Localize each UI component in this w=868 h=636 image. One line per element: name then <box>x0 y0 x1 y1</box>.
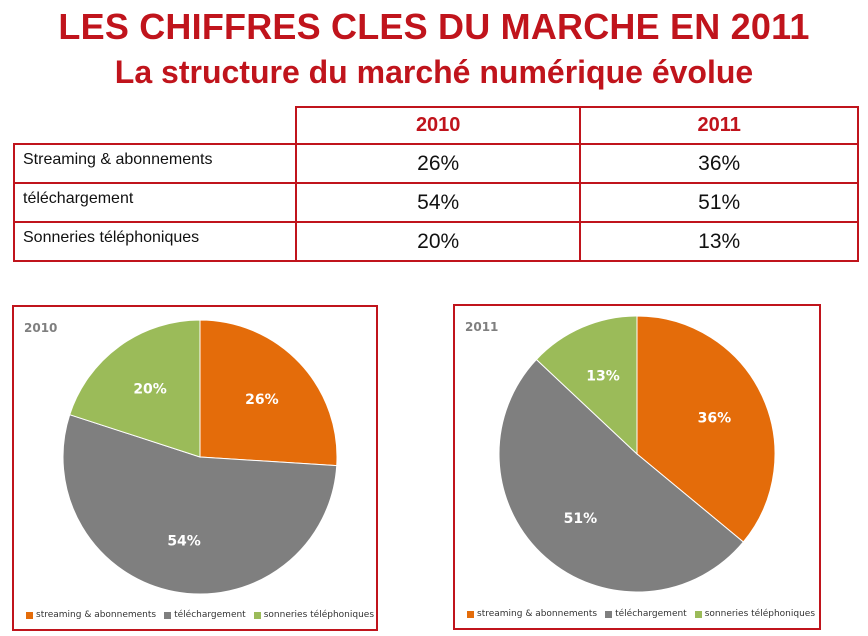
row-label-sonneries: Sonneries téléphoniques <box>13 221 297 262</box>
pie-slice-sonneries <box>535 315 638 456</box>
legend-swatch-gray <box>164 611 172 619</box>
cell-sonneries-2010: 20% <box>294 221 582 262</box>
chart-legend: streaming & abonnements téléchargement s… <box>26 610 374 620</box>
column-header-2010: 2010 <box>294 106 582 145</box>
legend-swatch-orange <box>467 610 474 618</box>
table-corner-cell <box>14 107 297 145</box>
legend-item-sonneries: sonneries téléphoniques <box>253 610 375 620</box>
legend-swatch-orange <box>26 611 33 619</box>
pie-slice-telechargement <box>62 414 338 595</box>
legend-label: streaming & abonnements <box>36 610 157 620</box>
legend-swatch-gray <box>605 610 613 618</box>
pie-chart-2011-svg: 36% 51% 13% <box>498 315 776 593</box>
pie-chart-2010-svg: 26% 54% 20% <box>62 319 338 595</box>
legend-label: sonneries téléphoniques <box>263 610 375 620</box>
table-row: téléchargement 54% 51% <box>13 182 859 223</box>
pie-chart-2011: 36% 51% 13% 2011 streaming & abonnements t… <box>453 304 821 630</box>
legend-label: sonneries téléphoniques <box>704 609 816 619</box>
market-structure-table: 2010 2011 Streaming & abonnements 26% 36… <box>13 106 859 262</box>
column-header-2011: 2011 <box>579 106 859 145</box>
data-label-streaming: 26% <box>245 392 279 408</box>
data-label-telechargement: 51% <box>564 511 598 527</box>
cell-streaming-2011: 36% <box>579 143 859 184</box>
data-label-streaming: 36% <box>698 411 732 427</box>
cell-telechargement-2010: 54% <box>294 182 582 223</box>
chart-title: 2010 <box>24 321 58 335</box>
pie-slice-telechargement <box>498 358 745 593</box>
legend-label: streaming & abonnements <box>477 609 598 619</box>
table-header-row: 2010 2011 <box>14 106 859 145</box>
legend-label: téléchargement <box>174 610 246 620</box>
chart-title: 2011 <box>465 320 499 334</box>
pie-chart-2010: 26% 54% 20% 2010 streaming & abonnements t… <box>12 305 378 631</box>
legend-swatch-green <box>253 611 261 619</box>
cell-sonneries-2011: 13% <box>579 221 859 262</box>
data-label-telechargement: 54% <box>167 533 201 549</box>
legend-item-streaming: streaming & abonnements <box>467 609 597 619</box>
legend-item-sonneries: sonneries téléphoniques <box>694 609 816 619</box>
pie-slice-streaming <box>199 319 338 467</box>
legend-item-telechargement: téléchargement <box>164 610 246 620</box>
page-subtitle: La structure du marché numérique évolue <box>114 54 754 90</box>
cell-streaming-2010: 26% <box>294 143 582 184</box>
page-title: LES CHIFFRES CLES DU MARCHE EN 2011 <box>58 6 810 47</box>
data-label-sonneries: 13% <box>586 368 620 384</box>
legend-item-streaming: streaming & abonnements <box>26 610 156 620</box>
legend-label: téléchargement <box>615 609 687 619</box>
pie-slice-sonneries <box>69 319 201 458</box>
chart-legend: streaming & abonnements téléchargement s… <box>467 609 815 619</box>
row-label-streaming: Streaming & abonnements <box>13 143 297 184</box>
table-row: Streaming & abonnements 26% 36% <box>13 143 859 184</box>
data-label-sonneries: 20% <box>133 381 167 397</box>
pie-slice-streaming <box>636 315 776 543</box>
legend-item-telechargement: téléchargement <box>605 609 687 619</box>
row-label-telechargement: téléchargement <box>13 182 297 223</box>
cell-telechargement-2011: 51% <box>579 182 859 223</box>
table-row: Sonneries téléphoniques 20% 13% <box>13 221 859 262</box>
legend-swatch-green <box>694 610 702 618</box>
